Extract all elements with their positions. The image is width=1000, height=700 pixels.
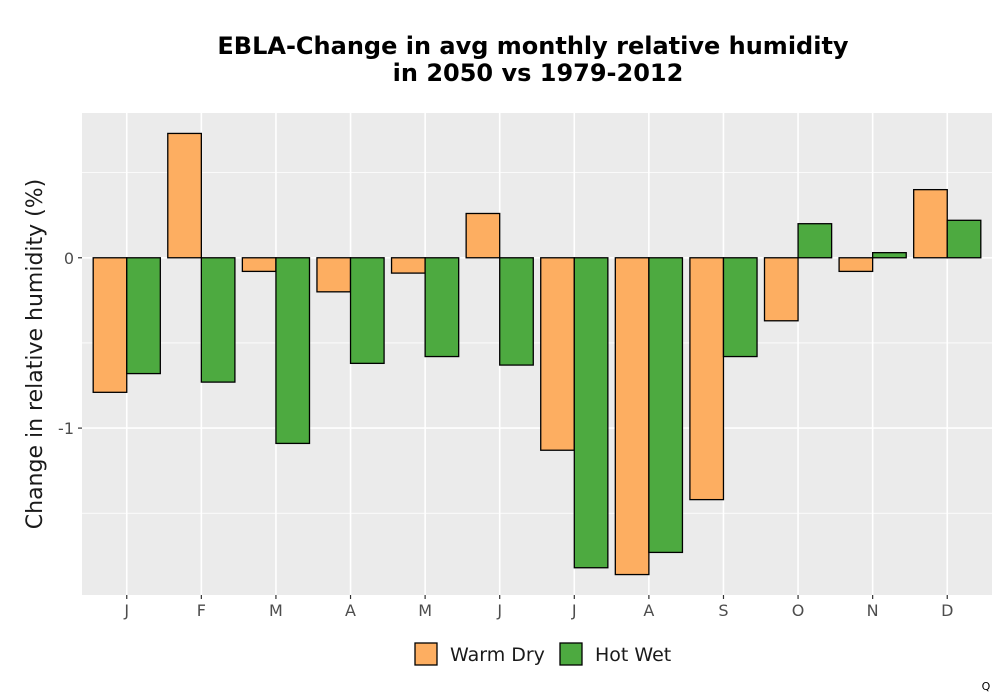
x-tick-label: D bbox=[941, 601, 953, 620]
chart-title-line2: in 2050 vs 1979-2012 bbox=[393, 59, 684, 87]
x-tick-label: M bbox=[418, 601, 432, 620]
chart-title-line1: EBLA-Change in avg monthly relative humi… bbox=[217, 32, 849, 60]
x-tick-label: A bbox=[345, 601, 356, 620]
bar-hot-wet-6 bbox=[573, 257, 609, 569]
x-tick-label: J bbox=[496, 601, 502, 620]
bar-hot-wet-3 bbox=[349, 257, 385, 365]
bar-warm-dry-10 bbox=[838, 257, 874, 273]
bar-warm-dry-9 bbox=[763, 257, 799, 322]
x-tick-label: A bbox=[643, 601, 654, 620]
x-tick-label: S bbox=[718, 601, 728, 620]
legend-label-hot-wet: Hot Wet bbox=[595, 644, 671, 666]
x-tick-label: M bbox=[269, 601, 283, 620]
y-axis-title: Change in relative humidity (%) bbox=[23, 179, 48, 529]
legend: Warm Dry Hot Wet bbox=[414, 642, 671, 666]
bar-warm-dry-2 bbox=[241, 257, 277, 273]
bar-hot-wet-1 bbox=[200, 257, 236, 383]
bar-warm-dry-8 bbox=[689, 257, 725, 501]
corner-mark: Q bbox=[982, 680, 991, 693]
y-tick-label: -1 bbox=[58, 419, 74, 438]
x-tick-label: J bbox=[571, 601, 577, 620]
bar-warm-dry-5 bbox=[465, 212, 501, 259]
bar-hot-wet-9 bbox=[797, 223, 833, 259]
bars bbox=[92, 132, 982, 576]
bar-warm-dry-0 bbox=[92, 257, 128, 393]
bar-warm-dry-4 bbox=[390, 257, 426, 274]
y-axis-ticks: 0 -1 bbox=[58, 249, 82, 438]
bar-warm-dry-11 bbox=[913, 188, 948, 259]
bar-hot-wet-5 bbox=[499, 257, 534, 366]
bar-warm-dry-1 bbox=[167, 132, 202, 259]
x-tick-label: N bbox=[867, 601, 879, 620]
bar-hot-wet-10 bbox=[872, 252, 907, 259]
bar-hot-wet-2 bbox=[275, 257, 311, 445]
bar-warm-dry-6 bbox=[540, 257, 575, 451]
bar-hot-wet-8 bbox=[722, 257, 758, 358]
bar-hot-wet-11 bbox=[946, 219, 982, 259]
bar-hot-wet-4 bbox=[424, 257, 460, 358]
legend-label-warm-dry: Warm Dry bbox=[450, 644, 545, 666]
x-tick-label: O bbox=[792, 601, 805, 620]
x-tick-label: J bbox=[123, 601, 129, 620]
legend-swatch-warm-dry bbox=[414, 642, 438, 666]
bar-hot-wet-0 bbox=[126, 257, 161, 375]
bar-hot-wet-7 bbox=[648, 257, 684, 554]
y-tick-label: 0 bbox=[64, 249, 74, 268]
bar-warm-dry-3 bbox=[316, 257, 352, 293]
x-tick-label: F bbox=[197, 601, 206, 620]
bar-warm-dry-7 bbox=[614, 257, 650, 576]
legend-swatch-hot-wet bbox=[559, 642, 583, 666]
